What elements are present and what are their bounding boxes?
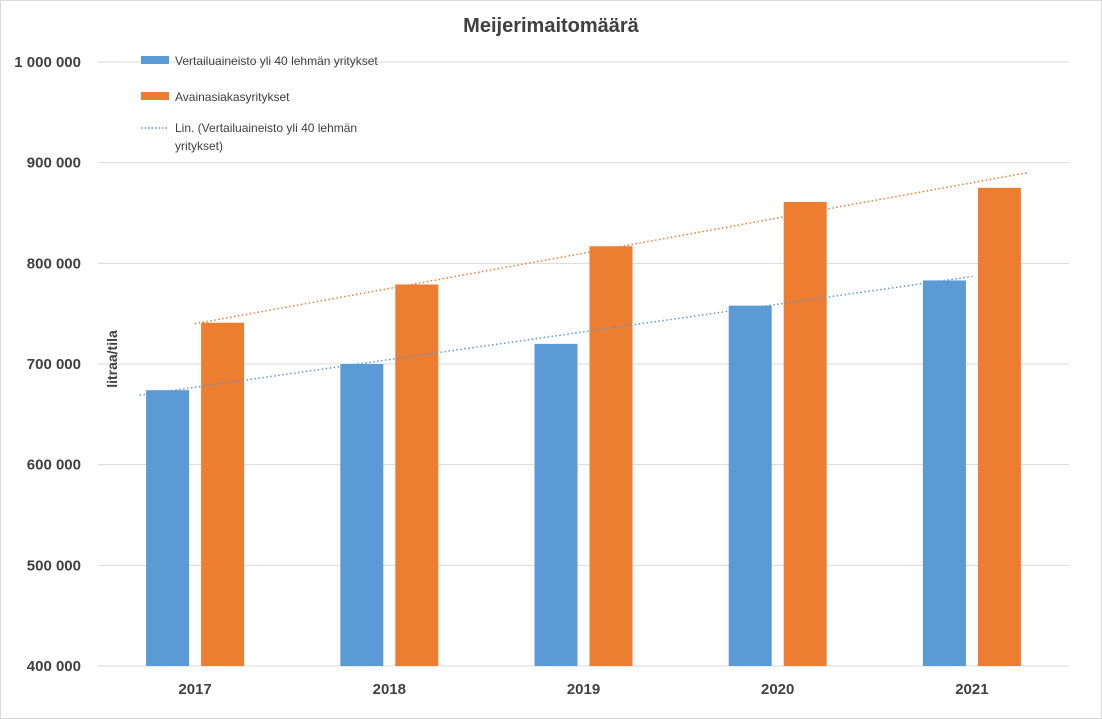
y-tick-label: 400 000 — [27, 658, 81, 675]
legend-label: Avainasiakasyritykset — [175, 90, 290, 104]
y-axis-ticks: 400 000 500 000 600 000 700 000 800 000 900 0… — [14, 54, 81, 675]
y-axis-label: litraa/tila — [104, 330, 120, 388]
bars — [146, 187, 1021, 667]
x-tick-label: 2021 — [955, 681, 988, 698]
bar-2019-series-1 — [534, 343, 578, 666]
bar-2017-series-2 — [201, 322, 245, 666]
x-tick-label: 2019 — [567, 681, 600, 698]
bar-2018-series-2 — [395, 284, 439, 666]
bar-2017-series-1 — [146, 390, 190, 666]
legend-label: yritykset) — [175, 139, 223, 153]
y-tick-label: 600 000 — [27, 457, 81, 474]
legend-label: Vertailuaineisto yli 40 lehmän yritykset — [175, 54, 378, 68]
x-tick-label: 2020 — [761, 681, 794, 698]
x-tick-label: 2018 — [373, 681, 406, 698]
trendline-series-2 — [194, 171, 1028, 325]
y-tick-label: 1 000 000 — [14, 54, 81, 71]
x-tick-label: 2017 — [178, 681, 211, 698]
bar-2021-series-1 — [922, 280, 966, 666]
legend-label: Lin. (Vertailuaineisto yli 40 lehmän — [175, 121, 357, 135]
y-tick-label: 900 000 — [27, 155, 81, 172]
gridlines — [98, 61, 1069, 667]
bar-2019-series-2 — [589, 246, 633, 666]
y-tick-label: 800 000 — [27, 255, 81, 272]
trendlines — [139, 171, 1028, 396]
bar-2018-series-1 — [340, 364, 384, 666]
legend-swatch — [141, 56, 169, 64]
y-tick-label: 500 000 — [27, 557, 81, 574]
bar-2020-series-2 — [783, 201, 827, 666]
legend: Vertailuaineisto yli 40 lehmän yritykset… — [141, 54, 378, 153]
chart-title: Meijerimaitomäärä — [463, 15, 640, 37]
x-axis-ticks: 2017 2018 2019 2020 2021 — [178, 681, 988, 698]
legend-swatch — [141, 92, 169, 100]
bar-2021-series-2 — [977, 187, 1021, 667]
trendline-series-1 — [139, 275, 973, 396]
bar-2020-series-1 — [728, 305, 772, 666]
y-tick-label: 700 000 — [27, 356, 81, 373]
